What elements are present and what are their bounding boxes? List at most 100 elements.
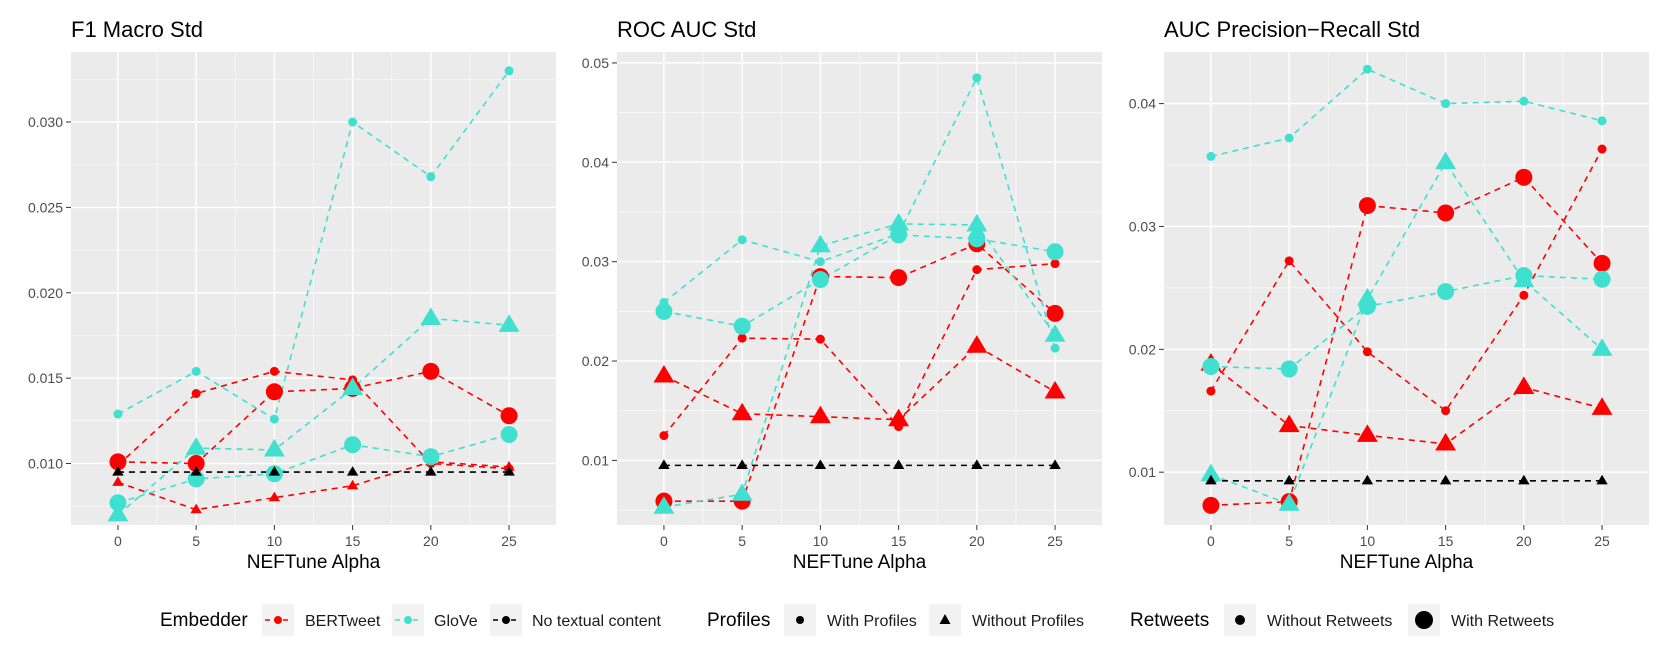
data-point-glove-25 <box>1044 324 1066 342</box>
x-tick-label: 0 <box>660 533 668 549</box>
data-point-bertweet-20 <box>1519 290 1529 300</box>
data-point-glove-10 <box>811 271 829 289</box>
legend-item-with-retweets[interactable]: With Retweets <box>1408 604 1554 636</box>
data-point-glove-10 <box>809 234 831 253</box>
series-line-glove-with-profiles-with-retweets <box>663 234 1056 328</box>
data-point-bertweet-10 <box>268 491 281 502</box>
x-tick-label: 25 <box>1047 533 1063 549</box>
data-point-bertweet-10 <box>815 334 825 344</box>
chart-title: F1 Macro Std <box>71 17 203 42</box>
data-point-no-textual-content-15 <box>892 459 905 469</box>
data-point-glove-5 <box>185 437 207 455</box>
data-point-no-textual-content-0 <box>1205 474 1217 485</box>
data-point-bertweet-25 <box>1597 144 1607 154</box>
data-point-glove-15 <box>1437 283 1455 301</box>
data-point-bertweet-5 <box>187 455 205 473</box>
data-point-no-textual-content-5 <box>190 466 202 476</box>
data-point-bertweet-10 <box>269 366 279 376</box>
series-line-bertweet-without-profiles-without-retweets <box>117 461 510 511</box>
legend-label-bertweet: BERTweet <box>305 613 381 630</box>
data-point-no-textual-content-20 <box>425 466 437 476</box>
data-point-bertweet-5 <box>1284 256 1294 266</box>
x-tick-label: 20 <box>969 533 985 549</box>
legend-retweets-title: Retweets <box>1130 610 1209 631</box>
data-point-glove-5 <box>731 483 753 501</box>
series-line-bertweet-with-profiles-without-retweets <box>1210 148 1603 412</box>
data-point-glove-10 <box>815 257 825 267</box>
x-tick-label: 25 <box>501 533 517 549</box>
data-point-no-textual-content-25 <box>1049 459 1061 469</box>
data-point-bertweet-0 <box>112 476 124 486</box>
data-point-glove-0 <box>107 503 129 522</box>
y-tick-label: 0.015 <box>28 370 63 386</box>
data-point-bertweet-5 <box>731 402 753 421</box>
x-tick-label: 15 <box>345 533 361 549</box>
data-point-bertweet-0 <box>653 364 675 383</box>
data-point-bertweet-10 <box>265 383 283 401</box>
legend-item-glove[interactable]: GloVe <box>392 604 478 636</box>
data-point-bertweet-25 <box>1046 304 1064 322</box>
data-point-bertweet-15 <box>888 408 910 427</box>
data-point-no-textual-content-5 <box>1283 474 1295 485</box>
series-line-bertweet-with-profiles-with-retweets <box>117 370 510 465</box>
x-tick-label: 5 <box>1285 533 1293 549</box>
data-point-bertweet-15 <box>890 269 908 287</box>
legend-label-without-retweets: Without Retweets <box>1267 613 1392 630</box>
data-point-glove-25 <box>1597 116 1607 126</box>
data-point-no-textual-content-20 <box>971 459 983 469</box>
data-point-bertweet-20 <box>1513 376 1535 394</box>
series-line-glove-with-profiles-without-retweets <box>1210 68 1603 158</box>
data-point-glove-15 <box>888 212 910 231</box>
series-line-bertweet-with-profiles-without-retweets <box>663 262 1056 437</box>
legend-item-without-profiles[interactable]: Without Profiles <box>929 604 1084 636</box>
data-point-bertweet-15 <box>1441 406 1451 416</box>
legend-item-no-textual-content[interactable]: No textual content <box>490 604 662 636</box>
x-tick-label: 0 <box>114 533 122 549</box>
data-point-glove-5 <box>1280 360 1298 378</box>
data-point-glove-20 <box>1519 96 1529 106</box>
legend-key-small-circle <box>1235 615 1245 625</box>
legend-label-with-profiles: With Profiles <box>827 613 917 630</box>
data-point-glove-5 <box>737 235 747 245</box>
x-tick-label: 15 <box>891 533 907 549</box>
data-point-glove-20 <box>426 172 436 182</box>
series-line-glove-with-profiles-with-retweets <box>117 433 510 504</box>
data-point-no-textual-content-10 <box>268 466 281 476</box>
data-point-glove-10 <box>1356 287 1378 306</box>
y-tick-label: 0.04 <box>1129 96 1156 112</box>
legend-item-without-retweets[interactable]: Without Retweets <box>1224 604 1392 636</box>
y-tick-label: 0.02 <box>582 353 609 369</box>
data-point-bertweet-10 <box>1356 424 1378 442</box>
data-point-glove-15 <box>890 226 908 244</box>
legend-item-bertweet[interactable]: BERTweet <box>262 604 381 636</box>
data-point-bertweet-0 <box>1206 386 1216 396</box>
legend: Embedder BERTweet GloVe No textual conte… <box>160 604 1554 636</box>
chart-title: ROC AUC Std <box>617 17 756 42</box>
y-tick-label: 0.01 <box>582 452 609 468</box>
data-point-bertweet-25 <box>1593 254 1611 272</box>
x-tick-label: 25 <box>1594 533 1610 549</box>
legend-key-point <box>274 616 282 624</box>
y-tick-label: 0.03 <box>582 254 609 270</box>
data-point-bertweet-20 <box>972 265 982 275</box>
y-tick-label: 0.01 <box>1129 464 1156 480</box>
data-point-bertweet-10 <box>809 405 831 424</box>
y-tick-label: 0.010 <box>28 456 63 472</box>
data-point-no-textual-content-10 <box>814 459 827 469</box>
x-tick-label: 20 <box>1516 533 1532 549</box>
legend-item-with-profiles[interactable]: With Profiles <box>784 604 917 636</box>
y-tick-label: 0.020 <box>28 285 63 301</box>
data-point-bertweet-20 <box>1515 168 1533 186</box>
data-point-glove-10 <box>263 438 285 457</box>
data-point-glove-0 <box>109 494 127 512</box>
data-point-bertweet-5 <box>190 503 202 514</box>
data-point-bertweet-25 <box>500 407 518 425</box>
chart-title: AUC Precision−Recall Std <box>1164 17 1420 42</box>
data-point-glove-0 <box>1200 463 1222 482</box>
legend-key-point <box>404 616 412 624</box>
legend-embedder: Embedder BERTweet GloVe No textual conte… <box>160 604 662 636</box>
x-tick-label: 5 <box>738 533 746 549</box>
data-point-glove-15 <box>348 117 358 127</box>
data-point-glove-25 <box>500 425 518 443</box>
y-tick-label: 0.025 <box>28 199 63 215</box>
